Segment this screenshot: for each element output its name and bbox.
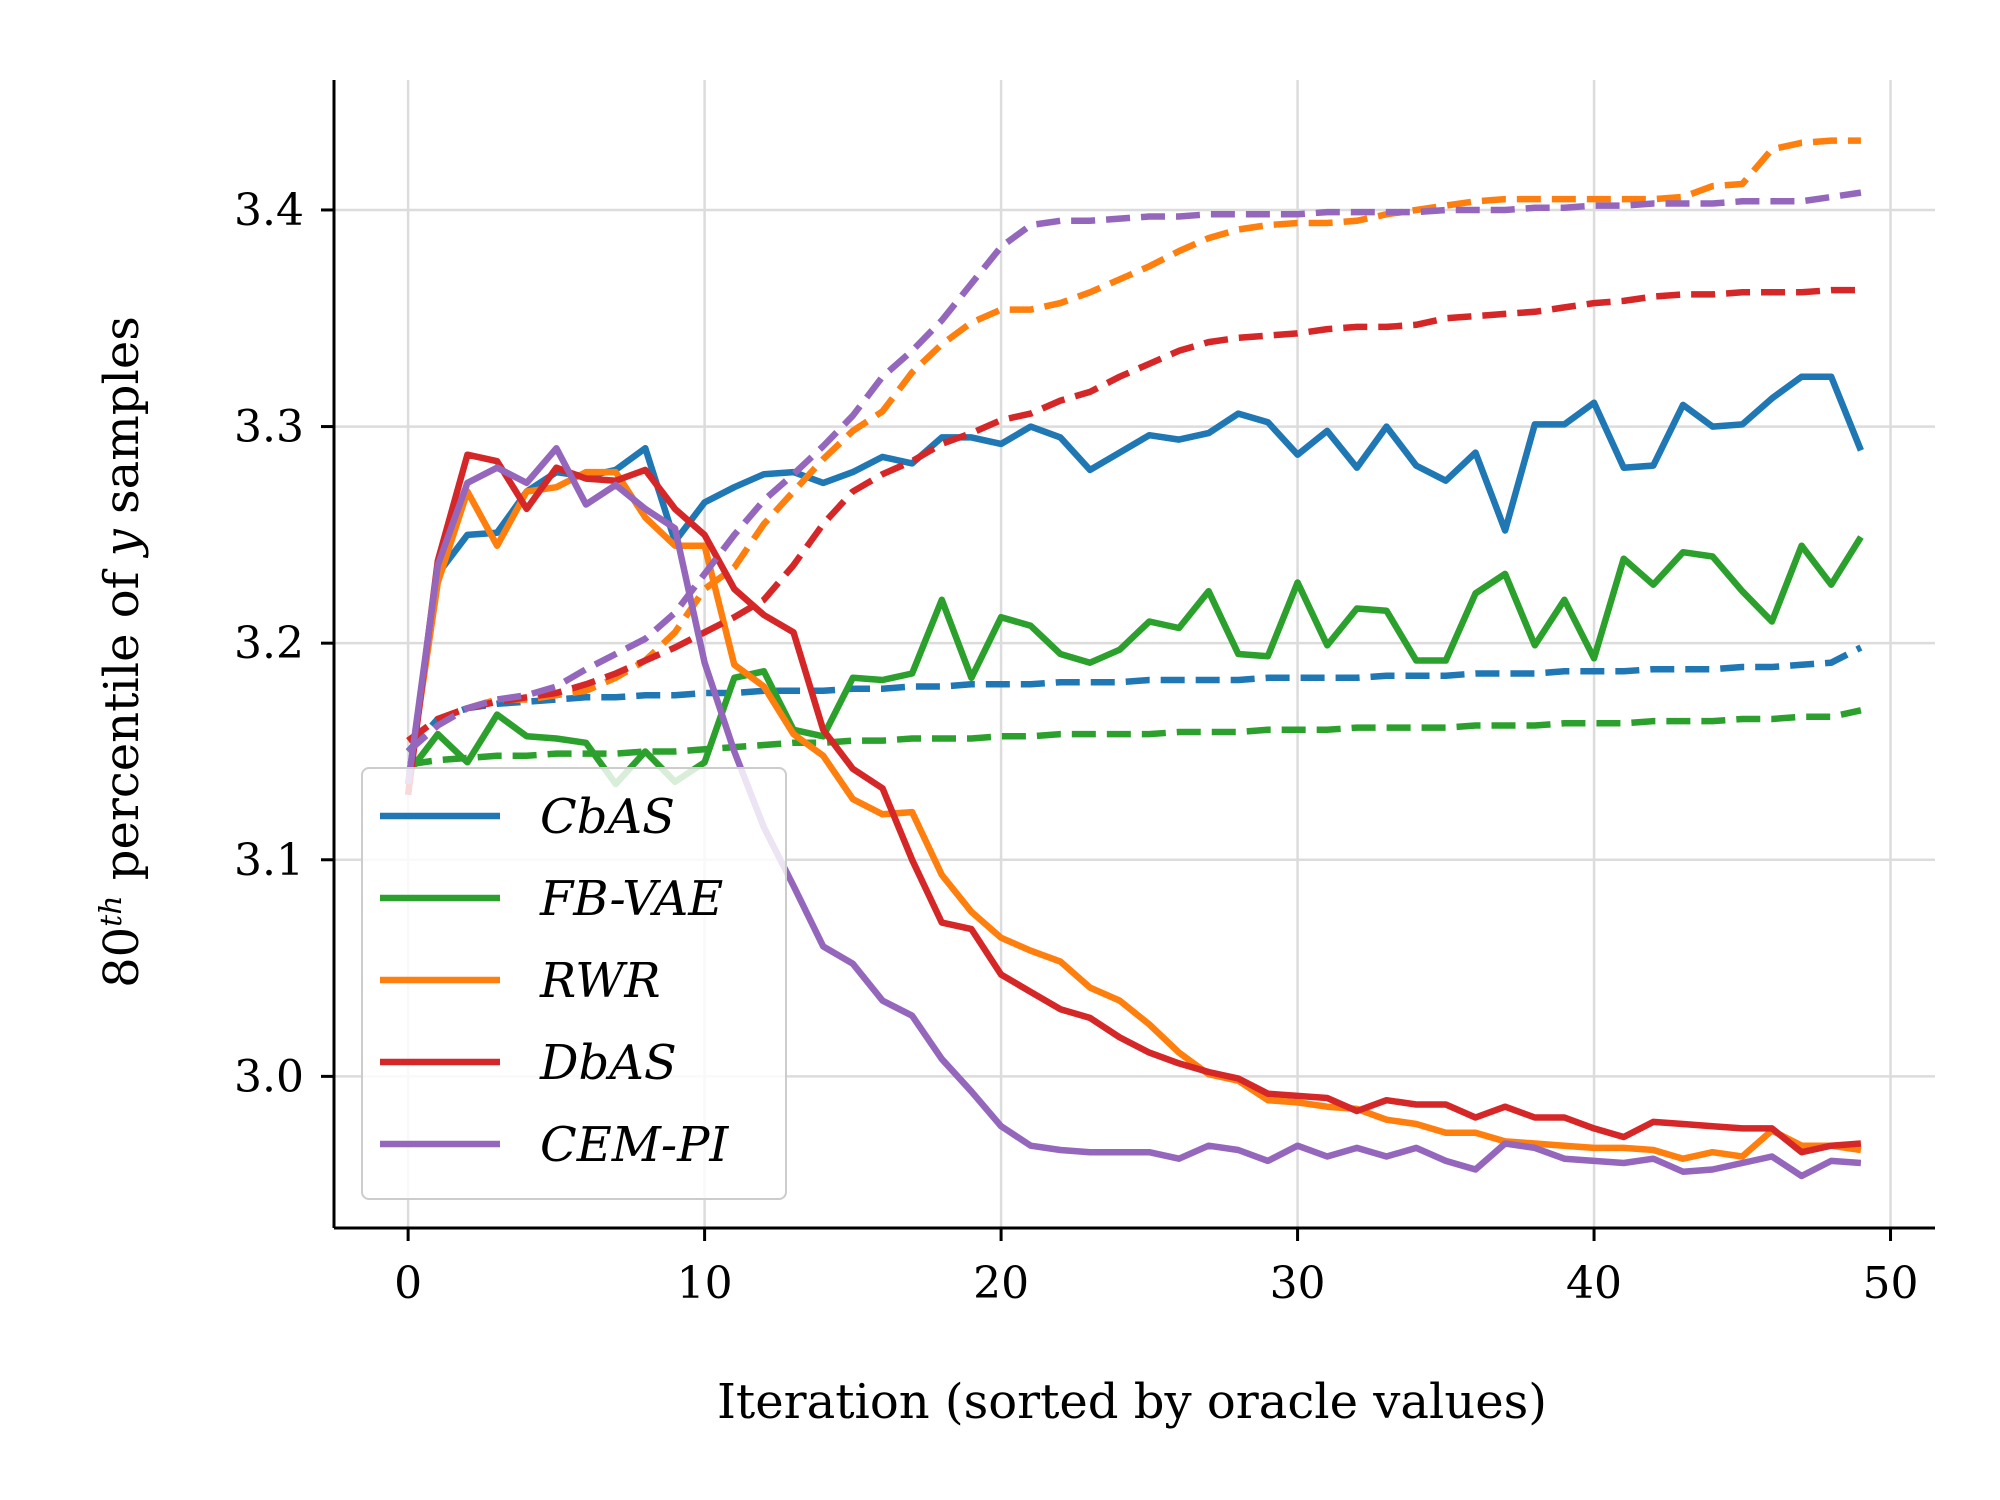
x-tick-label: 0 xyxy=(394,1258,422,1309)
y-tick-label: 3.3 xyxy=(234,402,304,453)
ticks: 0 10 20 30 40 50 3.0 3.1 3.2 3.3 3.4 xyxy=(234,185,1919,1309)
legend-label-cbas: CbAS xyxy=(540,789,675,845)
x-tick-label: 10 xyxy=(677,1258,733,1309)
legend: CbAS FB-VAE RWR DbAS CEM-PI xyxy=(361,767,787,1200)
axes xyxy=(332,80,1935,1230)
plot-lines xyxy=(404,137,1864,1180)
series-cem-pi-dashed-line xyxy=(405,189,1862,754)
y-tick-label: 3.0 xyxy=(234,1051,304,1102)
y-tick-label: 3.4 xyxy=(234,185,304,236)
y-label-suffix: percentile of xyxy=(94,556,150,895)
y-tick-label: 3.2 xyxy=(234,618,304,669)
series-cbas-dashed-line xyxy=(405,644,1863,754)
series-fb-vae-solid-line xyxy=(405,535,1864,788)
series-dbas-dashed-line xyxy=(406,286,1861,744)
series-dbas-solid-line xyxy=(404,451,1862,1156)
series-rwr-solid-line xyxy=(404,468,1862,1162)
x-tick-label: 50 xyxy=(1863,1258,1919,1309)
y-label-end: samples xyxy=(94,316,150,529)
y-label-var: y xyxy=(94,528,150,558)
x-tick-label: 30 xyxy=(1270,1258,1326,1309)
y-tick-label: 3.1 xyxy=(234,835,304,886)
y-axis-label: 80th percentile of y samples xyxy=(94,316,151,988)
y-label-sup: th xyxy=(94,895,129,926)
legend-label-rwr: RWR xyxy=(539,953,661,1009)
y-label-prefix: 80 xyxy=(94,927,150,988)
legend-label-cem-pi: CEM-PI xyxy=(540,1117,729,1173)
series-cem-pi-solid-line xyxy=(404,444,1862,1180)
series-cbas-solid-line xyxy=(404,373,1864,785)
x-tick-label: 40 xyxy=(1566,1258,1622,1309)
legend-label-dbas: DbAS xyxy=(539,1035,677,1091)
x-axis-label: Iteration (sorted by oracle values) xyxy=(717,1374,1547,1430)
legend-label-fb-vae: FB-VAE xyxy=(539,871,723,927)
x-tick-label: 20 xyxy=(973,1258,1029,1309)
legend-box xyxy=(361,767,787,1200)
series-fb-vae-dashed-line xyxy=(407,707,1862,768)
